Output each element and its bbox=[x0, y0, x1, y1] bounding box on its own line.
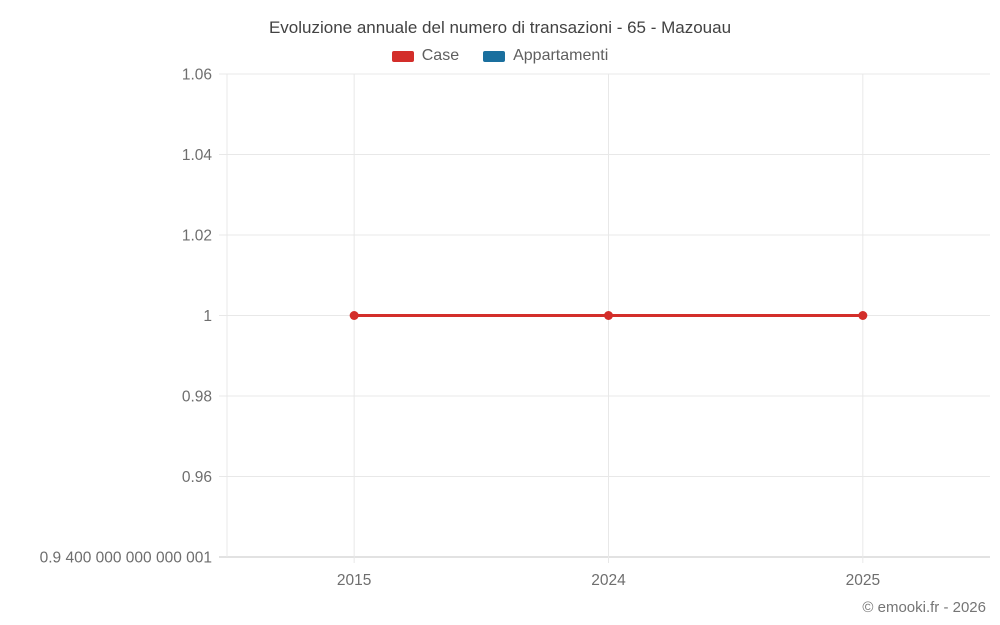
data-point-case-2015[interactable] bbox=[349, 311, 359, 320]
legend-label-appartamenti: Appartamenti bbox=[513, 47, 609, 64]
legend-swatch-case bbox=[391, 50, 414, 62]
y-tick-label: 1.02 bbox=[182, 228, 212, 245]
copyright-text: © emooki.fr - 2026 bbox=[862, 599, 986, 616]
y-tick-label: 1.04 bbox=[182, 147, 213, 164]
legend-label-case: Case bbox=[421, 47, 460, 64]
y-tick-label: 0.98 bbox=[182, 389, 212, 406]
chart-title: Evoluzione annuale del numero di transaz… bbox=[268, 18, 732, 37]
x-tick-label: 2024 bbox=[591, 572, 626, 589]
x-tick-label: 2025 bbox=[846, 572, 880, 589]
y-tick-label: 1.06 bbox=[182, 67, 212, 84]
data-point-case-2025[interactable] bbox=[858, 311, 868, 320]
y-tick-label: 0.96 bbox=[182, 469, 212, 486]
legend-item-case[interactable]: Case bbox=[391, 47, 460, 65]
y-tick-label: 1 bbox=[203, 308, 212, 325]
x-tick-label: 2015 bbox=[337, 572, 371, 589]
chart-legend: Case Appartamenti bbox=[0, 47, 1000, 65]
y-tick-label: 0.9 400 000 000 000 001 bbox=[40, 550, 212, 567]
legend-swatch-appartamenti bbox=[483, 50, 506, 62]
data-point-case-2024[interactable] bbox=[604, 311, 613, 320]
legend-item-appartamenti[interactable]: Appartamenti bbox=[483, 47, 608, 65]
